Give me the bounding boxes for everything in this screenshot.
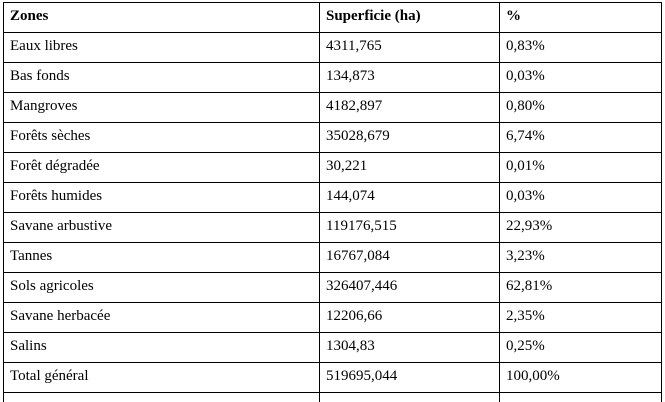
superficie-cell: 134,873 (319, 62, 500, 93)
superficie-cell: 326407,446 (319, 272, 500, 303)
superficie-cell: 119176,515 (319, 212, 500, 243)
total-row: Total général 519695,044 100,00% (3, 362, 662, 393)
zone-cell: Eaux libres (3, 32, 320, 63)
table-row: Forêt dégradée 30,221 0,01% (3, 152, 662, 183)
zone-cell: Sols agricoles (3, 272, 320, 303)
table-row: Mangroves 4182,897 0,80% (3, 92, 662, 123)
superficie-cell: 144,074 (319, 182, 500, 213)
table-row: Salins 1304,83 0,25% (3, 332, 662, 363)
superficie-cell: 4311,765 (319, 32, 500, 63)
pct-cell: 6,74% (499, 122, 662, 153)
pct-cell: 0,83% (499, 32, 662, 63)
zone-cell: Tannes (3, 242, 320, 273)
zone-cell: Bas fonds (3, 62, 320, 93)
superficie-cell: 1304,83 (319, 332, 500, 363)
pct-cell: 62,81% (499, 272, 662, 303)
pct-cell: 0,03% (499, 62, 662, 93)
table-row: Forêts sèches 35028,679 6,74% (3, 122, 662, 153)
table-row: Savane arbustive 119176,515 22,93% (3, 212, 662, 243)
superficie-cell: 519695,044 (319, 362, 500, 393)
zones-superficie-table: Zones Superficie (ha) % Eaux libres 4311… (3, 2, 662, 402)
header-row: Zones Superficie (ha) % (3, 2, 662, 33)
table-row: Sols agricoles 326407,446 62,81% (3, 272, 662, 303)
pct-cell: 0,01% (499, 152, 662, 183)
pct-cell: 0,25% (499, 332, 662, 363)
table-row: Savane herbacée 12206,66 2,35% (3, 302, 662, 333)
pct-cell: 100,00% (499, 362, 662, 393)
partial-row (3, 392, 662, 402)
col-header-zones: Zones (3, 2, 320, 33)
pct-cell: 0,80% (499, 92, 662, 123)
partial-row-cell (3, 392, 320, 402)
table-row: Tannes 16767,084 3,23% (3, 242, 662, 273)
partial-row-cell (319, 392, 500, 402)
zone-cell: Total général (3, 362, 320, 393)
zone-cell: Forêts sèches (3, 122, 320, 153)
superficie-cell: 35028,679 (319, 122, 500, 153)
col-header-superficie: Superficie (ha) (319, 2, 500, 33)
zone-cell: Mangroves (3, 92, 320, 123)
zone-cell: Salins (3, 332, 320, 363)
pct-cell: 22,93% (499, 212, 662, 243)
pct-cell: 3,23% (499, 242, 662, 273)
table-row: Bas fonds 134,873 0,03% (3, 62, 662, 93)
zone-cell: Forêt dégradée (3, 152, 320, 183)
zone-cell: Savane arbustive (3, 212, 320, 243)
superficie-cell: 4182,897 (319, 92, 500, 123)
pct-cell: 2,35% (499, 302, 662, 333)
superficie-cell: 12206,66 (319, 302, 500, 333)
partial-row-cell (499, 392, 662, 402)
table-row: Forêts humides 144,074 0,03% (3, 182, 662, 213)
superficie-cell: 16767,084 (319, 242, 500, 273)
zone-cell: Savane herbacée (3, 302, 320, 333)
pct-cell: 0,03% (499, 182, 662, 213)
table-row: Eaux libres 4311,765 0,83% (3, 32, 662, 63)
col-header-pct: % (499, 2, 662, 33)
zone-cell: Forêts humides (3, 182, 320, 213)
superficie-cell: 30,221 (319, 152, 500, 183)
